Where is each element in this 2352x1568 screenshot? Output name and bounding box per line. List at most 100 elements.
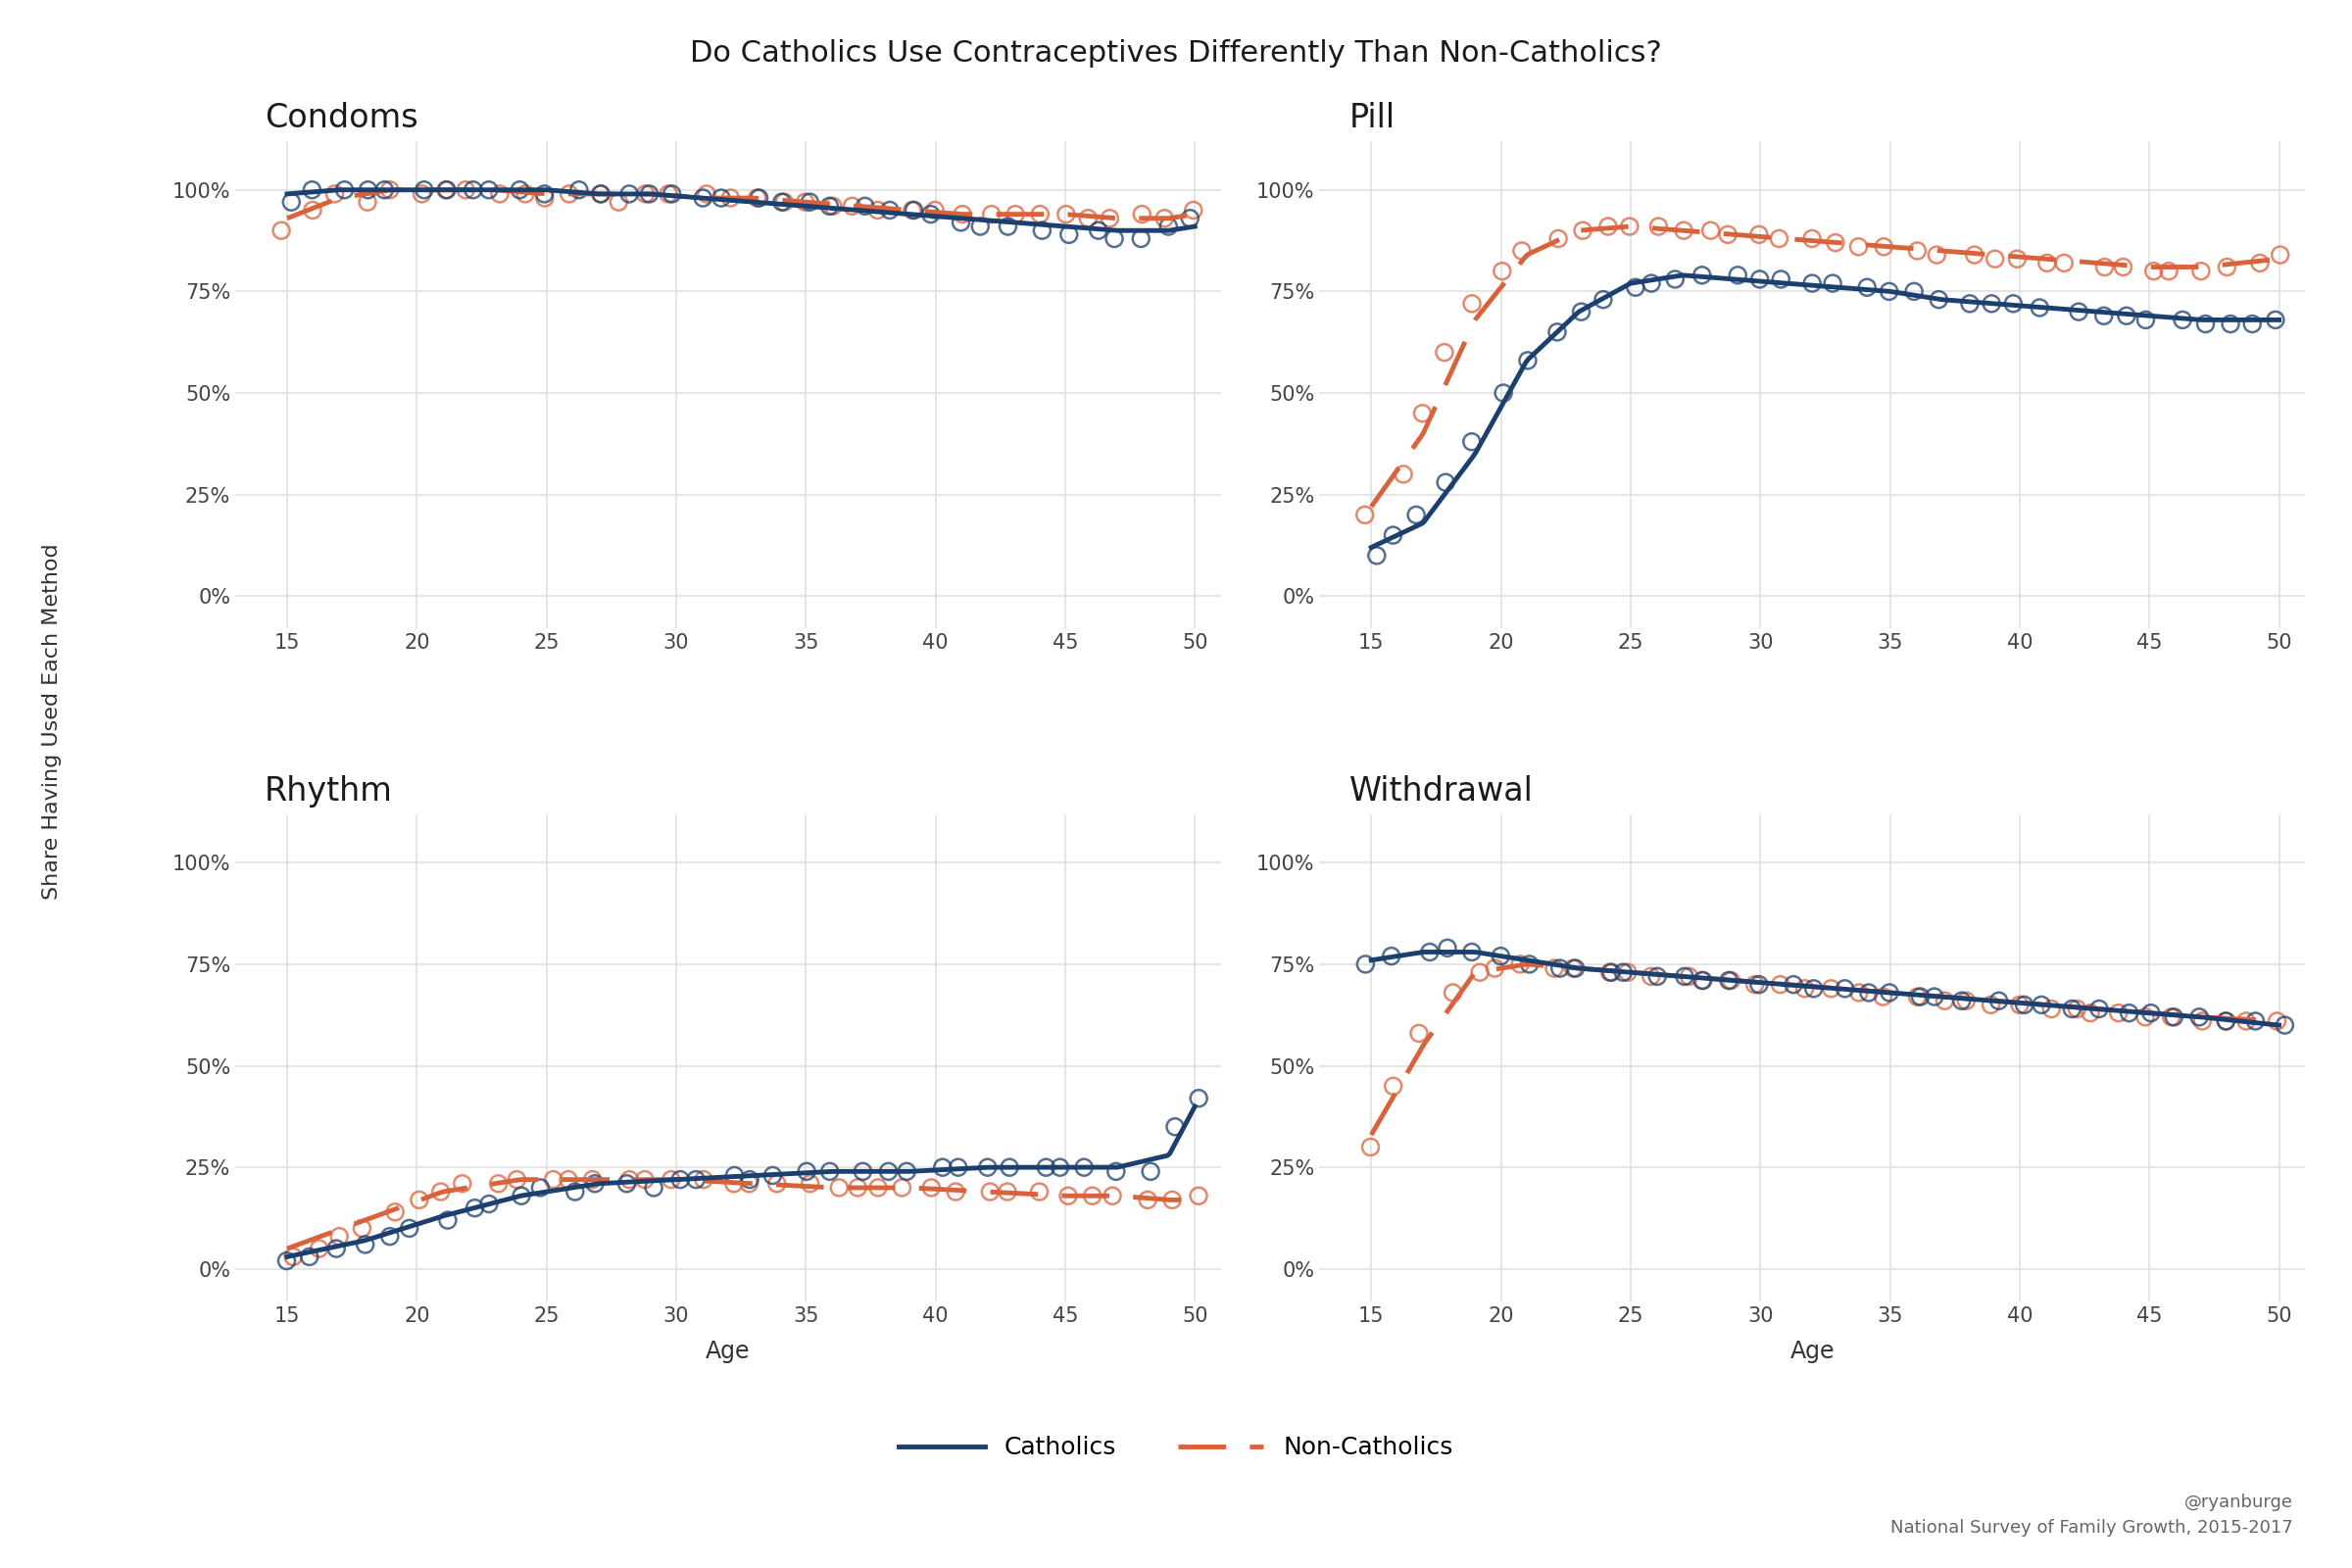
Point [2105,254,2143,279]
Point [1374,522,1411,547]
Point [1374,944,1411,969]
Point [346,1232,383,1258]
Point [1557,956,1595,982]
Point [2006,993,2044,1018]
Point [2152,1005,2190,1030]
Point [1915,985,1952,1010]
Point [1762,972,1799,997]
Point [1536,956,1573,982]
Point [1150,213,1188,238]
Point [962,213,1000,238]
Point [1710,967,1748,993]
Point [2058,996,2096,1021]
Point [456,1195,494,1220]
Point [534,1167,572,1192]
Point [997,202,1035,227]
Point [677,1167,715,1192]
Point [1122,226,1160,251]
Point [1656,267,1693,292]
Point [1454,292,1491,317]
Point [268,1248,306,1273]
Point [684,1167,722,1192]
Point [405,177,442,202]
Point [762,190,800,215]
Point [2237,1008,2274,1033]
Point [1611,213,1649,238]
Point [833,193,870,218]
Text: @ryanburge
National Survey of Family Growth, 2015-2017: @ryanburge National Survey of Family Gro… [1891,1493,2293,1537]
Point [1174,198,1211,223]
Point [372,177,409,202]
Point [1399,1021,1437,1046]
Point [2183,259,2220,284]
Point [764,190,802,215]
Point [1477,956,1515,982]
Point [1590,960,1628,985]
Point [790,1171,828,1196]
Point [1538,320,1576,345]
Point [1555,956,1592,982]
Point [1404,401,1442,426]
Point [788,1159,826,1184]
Point [581,182,619,207]
Point [1397,502,1435,527]
Point [913,202,950,227]
Point [576,1171,614,1196]
Point [550,1167,588,1192]
Point [2241,251,2279,276]
Point [790,190,828,215]
Point [325,177,362,202]
Legend: Catholics, Non-Catholics: Catholics, Non-Catholics [889,1427,1463,1469]
Point [1955,243,1992,268]
Point [2260,243,2298,268]
Point [884,1174,922,1200]
X-axis label: Age: Age [1790,1339,1835,1363]
Point [1348,952,1385,977]
Text: Condoms: Condoms [266,102,419,135]
Point [1719,263,1757,289]
Point [2183,1008,2220,1033]
Point [294,198,332,223]
Point [635,1174,673,1200]
Point [2079,996,2117,1021]
Point [1604,960,1642,985]
Point [626,182,663,207]
Point [1900,985,1938,1010]
Point [390,1215,428,1240]
Point [687,182,724,207]
Point [1021,1179,1058,1204]
Point [372,1225,409,1250]
Point [428,177,466,202]
Point [1639,964,1677,989]
Point [1461,960,1498,985]
Point [1157,1115,1195,1140]
Point [1592,960,1630,985]
Point [1171,205,1209,230]
Point [301,1236,339,1261]
Point [1435,980,1472,1005]
Point [1609,960,1646,985]
Point [2206,1008,2244,1033]
Point [715,1171,753,1196]
Point [988,1179,1025,1204]
Point [847,193,884,218]
Point [1124,202,1162,227]
Point [1091,205,1129,230]
Point [1051,223,1089,248]
Point [506,182,543,207]
Point [1131,1159,1169,1184]
Point [1896,279,1933,304]
Point [786,190,823,215]
Point [1980,988,2018,1013]
Point [1510,952,1548,977]
Point [1740,972,1778,997]
Point [318,1236,355,1261]
Point [1094,1184,1131,1209]
Point [1352,1135,1390,1160]
Point [1665,964,1703,989]
Point [1357,543,1395,568]
Point [630,182,668,207]
Point [1028,1154,1065,1179]
Point [348,177,386,202]
Point [1999,246,2037,271]
